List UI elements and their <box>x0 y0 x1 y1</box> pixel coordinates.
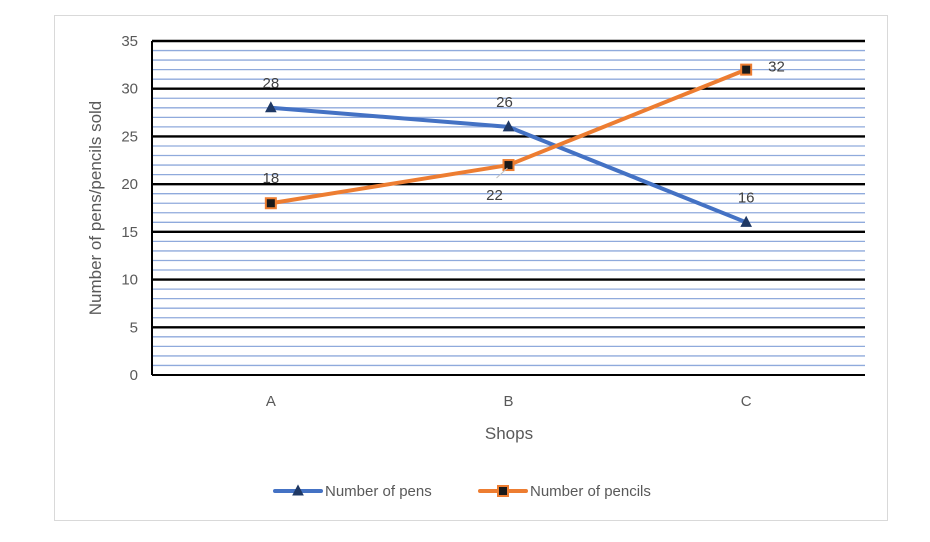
series-marker-2 <box>502 159 515 172</box>
series-marker-2 <box>264 197 277 210</box>
x-axis-title: Shops <box>485 424 533 443</box>
data-label-leader <box>496 167 508 179</box>
y-tick-label: 10 <box>121 272 138 289</box>
x-tick-label: C <box>741 393 752 410</box>
legend-label-2: Number of pencils <box>530 483 651 500</box>
y-tick-label: 30 <box>121 81 138 98</box>
data-label: 26 <box>496 94 513 111</box>
legend: Number of pens Number of pencils <box>273 483 651 500</box>
data-label: 22 <box>486 187 503 204</box>
y-tick-label: 0 <box>130 367 138 384</box>
y-tick-label: 20 <box>121 176 138 193</box>
series-marker-1 <box>502 120 515 132</box>
axes: 0 5 10 15 20 25 30 35 A B C <box>121 33 865 410</box>
legend-label-1: Number of pens <box>325 483 432 500</box>
chart-frame: 0 5 10 15 20 25 30 35 A B C 28 26 16 18 22 32 Number of… <box>54 15 888 521</box>
data-label: 28 <box>262 75 279 92</box>
gridlines <box>152 39 865 367</box>
x-tick-label: A <box>266 393 276 410</box>
data-label: 18 <box>262 170 279 187</box>
data-label: 32 <box>768 59 785 76</box>
y-tick-label: 15 <box>121 224 138 241</box>
series-marker-1 <box>740 215 752 227</box>
line-chart: 0 5 10 15 20 25 30 35 A B C 28 26 16 18 22 32 Number of… <box>86 33 865 500</box>
y-axis-title: Number of pens/pencils sold <box>86 101 105 316</box>
legend-marker-2 <box>497 485 509 497</box>
series-lines <box>264 63 753 227</box>
y-tick-label: 5 <box>130 319 138 336</box>
y-tick-label: 35 <box>121 33 138 50</box>
data-label: 16 <box>738 189 755 206</box>
y-tick-label: 25 <box>121 128 138 145</box>
data-labels: 28 26 16 18 22 32 <box>262 59 784 207</box>
series-marker-1 <box>265 101 277 113</box>
legend-marker-1 <box>292 484 304 496</box>
series-marker-2 <box>740 63 753 76</box>
x-tick-label: B <box>503 393 513 410</box>
